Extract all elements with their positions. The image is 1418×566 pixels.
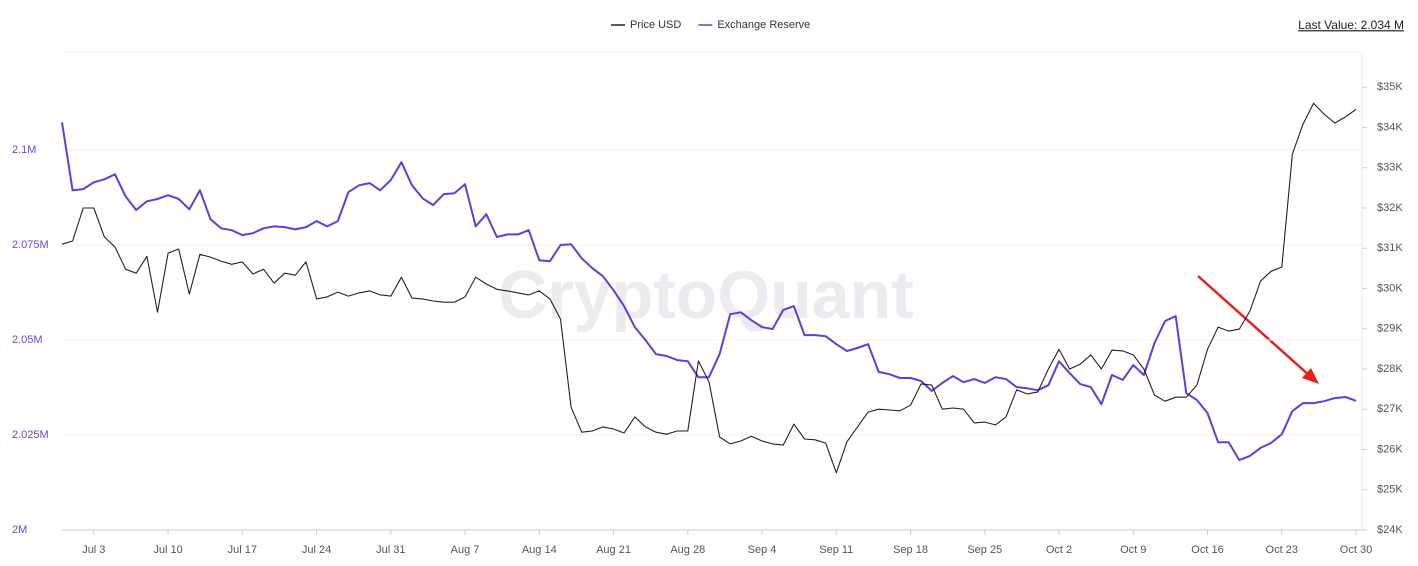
x-tick-label: Aug 14 <box>522 544 557 556</box>
x-tick-label: Oct 16 <box>1191 544 1223 556</box>
y2-tick-label: $30K <box>1377 282 1403 294</box>
y2-tick-label: $29K <box>1377 323 1403 335</box>
x-tick-label: Sep 25 <box>967 544 1002 556</box>
y2-tick-label: $32K <box>1377 202 1403 214</box>
x-tick-label: Sep 18 <box>893 544 928 556</box>
y2-tick-label: $35K <box>1377 81 1403 93</box>
x-tick-label: Aug 7 <box>451 544 480 556</box>
x-tick-label: Oct 2 <box>1046 544 1072 556</box>
y-tick-label: 2.075M <box>12 239 49 251</box>
y2-tick-label: $33K <box>1377 162 1403 174</box>
y-tick-label: 2.1M <box>12 144 36 156</box>
x-tick-label: Oct 30 <box>1340 544 1372 556</box>
x-tick-label: Sep 4 <box>748 544 777 556</box>
arrow-head <box>1302 368 1319 384</box>
legend-label: Price USD <box>630 19 681 31</box>
y2-tick-label: $26K <box>1377 443 1403 455</box>
series-line <box>61 122 1357 462</box>
series-line <box>61 102 1357 474</box>
legend-label: Exchange Reserve <box>717 19 810 31</box>
x-tick-label: Jul 24 <box>302 544 331 556</box>
x-tick-label: Jul 31 <box>376 544 405 556</box>
y2-tick-label: $27K <box>1377 403 1403 415</box>
last-value[interactable]: Last Value: 2.034 M <box>1298 18 1404 32</box>
x-tick-label: Oct 23 <box>1266 544 1298 556</box>
y-tick-label: 2.025M <box>12 429 49 441</box>
arrow-line <box>1197 275 1311 377</box>
x-tick-label: Sep 11 <box>819 544 853 556</box>
x-tick-label: Aug 21 <box>596 544 631 556</box>
y2-tick-label: $34K <box>1377 121 1403 133</box>
watermark: CryptoQuant <box>498 257 914 333</box>
y2-tick-label: $25K <box>1377 484 1403 496</box>
y2-tick-label: $24K <box>1377 524 1403 536</box>
y2-tick-label: $31K <box>1377 242 1403 254</box>
y-tick-label: 2M <box>12 524 27 536</box>
x-tick-label: Aug 28 <box>670 544 705 556</box>
y-tick-label: 2.05M <box>12 334 43 346</box>
x-tick-label: Oct 9 <box>1120 544 1146 556</box>
x-tick-label: Jul 10 <box>153 544 182 556</box>
y2-tick-label: $28K <box>1377 363 1403 375</box>
x-tick-label: Jul 3 <box>82 544 105 556</box>
x-tick-label: Jul 17 <box>228 544 257 556</box>
annotation-arrow <box>1197 275 1319 384</box>
